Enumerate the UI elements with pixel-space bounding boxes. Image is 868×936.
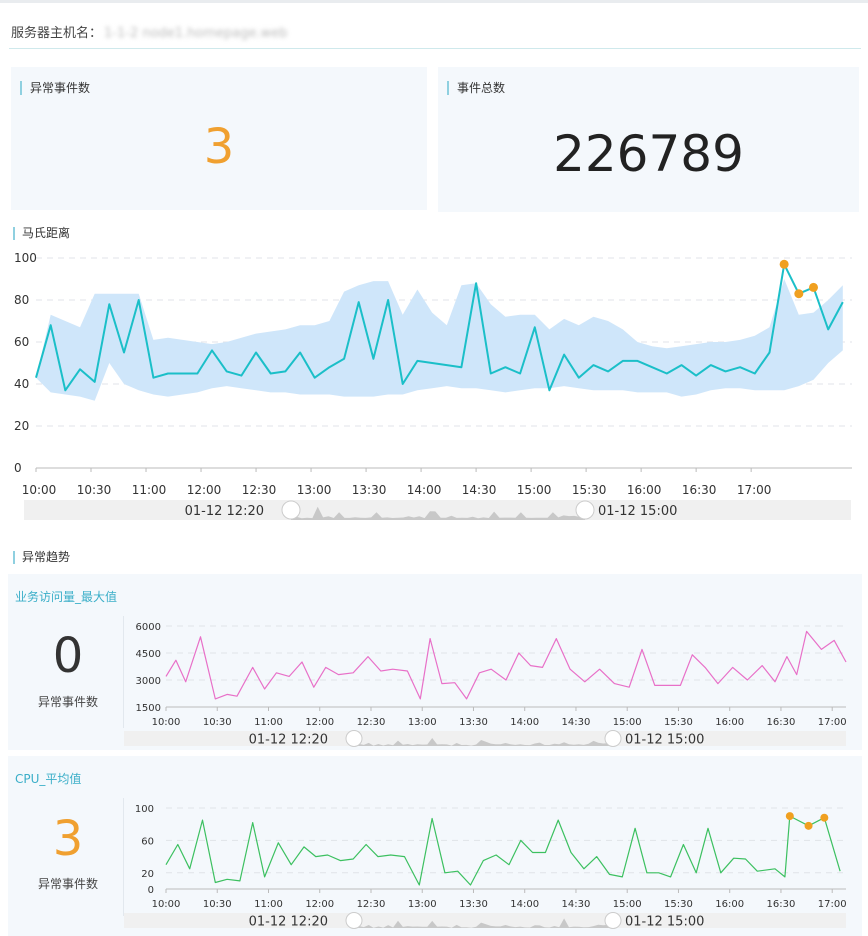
x-tick-label: 16:30 [682,483,717,497]
top-border [0,0,868,3]
anomaly-point [779,259,789,269]
y-tick-label: 0 [14,461,22,475]
zoom-start-label: 01-12 12:20 [185,504,264,519]
x-tick-label: 14:30 [462,483,497,497]
y-tick-label: 80 [14,293,29,307]
hostname-row: 服务器主机名： 1-1-2 node1.homepage.web [11,22,288,41]
panel-separator [123,798,124,916]
divider [9,48,861,49]
x-tick-label: 11:00 [132,483,167,497]
x-tick-label: 15:00 [517,483,552,497]
biz-abnormal-label: 异常事件数 [37,695,98,709]
x-tick-label: 16:00 [627,483,662,497]
card-title: 异常事件数 [20,81,90,95]
abnormal-events-count: 3 [203,119,235,175]
card-title: 事件总数 [447,81,505,95]
confidence-band [36,279,843,401]
x-tick-label: 13:30 [352,483,387,497]
x-tick-label: 12:00 [187,483,222,497]
panel-separator [123,616,124,728]
hostname-label: 服务器主机名： [11,26,103,41]
panel-title: CPU_平均值 [15,772,82,786]
x-tick-label: 14:00 [407,483,442,497]
total-events-count: 226789 [553,125,744,183]
panel-title: 业务访问量_最大值 [15,590,118,604]
anomaly-point [808,282,818,292]
biz-panel: 业务访问量_最大值 0 异常事件数 [8,574,862,750]
y-tick-label: 60 [14,335,29,349]
x-tick-label: 12:30 [242,483,277,497]
zoom-slider-track [24,500,851,520]
zoom-end-label: 01-12 15:00 [598,504,677,519]
y-tick-label: 40 [14,377,29,391]
x-tick-label: 17:00 [737,483,772,497]
biz-abnormal-count: 0 [52,628,84,684]
x-tick-label: 15:30 [572,483,607,497]
cpu-abnormal-count: 3 [52,811,84,867]
anomaly-point [794,289,804,299]
section-title: 异常趋势 [13,551,70,564]
cpu-abnormal-label: 异常事件数 [37,877,98,891]
section-title: 马氏距离 [13,227,70,240]
x-tick-label: 10:00 [22,483,57,497]
abnormal-events-card: 异常事件数 3 [11,67,427,210]
series-line [35,263,844,392]
x-tick-label: 10:30 [77,483,112,497]
y-tick-label: 20 [14,419,29,433]
total-events-card: 事件总数 226789 [438,67,859,212]
zoom-slider-preview [291,506,585,520]
hostname-value: 1-1-2 node1.homepage.web [104,26,288,41]
zoom-handle-left[interactable] [281,500,301,520]
y-tick-label: 100 [14,251,37,265]
cpu-panel: CPU_平均值 3 异常事件数 [8,756,862,936]
x-tick-label: 13:00 [297,483,332,497]
zoom-handle-right[interactable] [575,500,595,520]
